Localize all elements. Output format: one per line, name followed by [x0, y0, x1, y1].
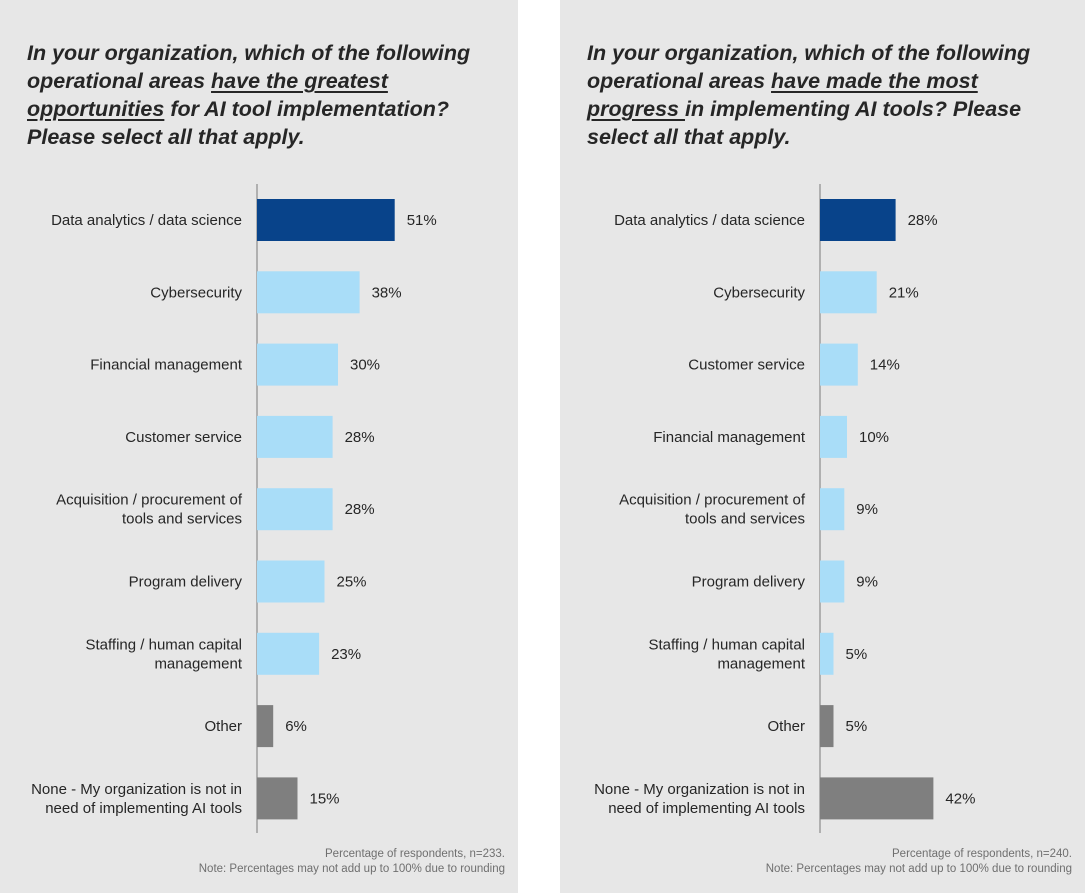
note-line-sample: Percentage of respondents, n=240.: [892, 848, 1072, 860]
bar: [257, 488, 333, 531]
category-label: None - My organization is not in need of …: [594, 781, 805, 817]
data-label: 23%: [331, 646, 361, 663]
category-label: Data analytics / data science: [614, 212, 805, 229]
data-label: 30%: [350, 357, 380, 374]
data-label: 28%: [908, 212, 938, 229]
category-label: Staffing / human capital management: [649, 636, 806, 672]
category-label: Cybersecurity: [150, 284, 242, 301]
data-label: 42%: [945, 790, 975, 807]
category-label: Other: [767, 718, 805, 735]
category-label: Other: [204, 718, 242, 735]
bar: [257, 415, 333, 458]
data-label: 21%: [889, 284, 919, 301]
data-label: 14%: [870, 357, 900, 374]
data-label: 5%: [846, 718, 868, 735]
data-label: 51%: [407, 212, 437, 229]
chart-note: Percentage of respondents, n=233. Note: …: [199, 847, 505, 876]
data-label: 5%: [846, 646, 868, 663]
chart-note: Percentage of respondents, n=240. Note: …: [766, 847, 1072, 876]
note-line-rounding: Note: Percentages may not add up to 100%…: [198, 862, 505, 875]
title-emphasis: have made the most progress: [587, 69, 978, 121]
category-label: Financial management: [653, 429, 806, 446]
chart-panel-progress: In your organization, which of the follo…: [560, 0, 1085, 893]
data-label: 6%: [285, 718, 307, 735]
bar: [820, 560, 845, 603]
category-label: Acquisition / procurement of tools and se…: [56, 492, 243, 528]
data-label: 9%: [856, 501, 878, 518]
note-line-rounding: Note: Percentages may not add up to 100%…: [765, 862, 1072, 875]
title-emphasis: have the greatest opportunities: [27, 69, 388, 121]
chart-title: In your organization, which of the follo…: [587, 39, 1067, 151]
bar: [257, 632, 320, 675]
chart-panel-opportunities: In your organization, which of the follo…: [0, 0, 518, 893]
bar: [257, 271, 360, 314]
note-line-sample: Percentage of respondents, n=233.: [325, 848, 505, 860]
bar-chart: 28% Data analytics / data science 21% Cyber…: [594, 184, 975, 833]
bar-chart: 51% Data analytics / data science 38% Cyber…: [31, 184, 437, 833]
category-label: Program delivery: [692, 574, 806, 591]
data-label: 9%: [856, 574, 878, 591]
bar: [820, 632, 834, 675]
bar: [820, 777, 934, 820]
bar: [820, 705, 834, 748]
data-label: 38%: [372, 284, 402, 301]
bar: [257, 560, 325, 603]
bar: [257, 343, 338, 386]
category-label: Data analytics / data science: [51, 212, 242, 229]
title-text: in implementing AI tools? Please select …: [587, 97, 1022, 149]
chart-title: In your organization, which of the follo…: [27, 39, 497, 151]
title-text: for AI tool implementation? Please selec…: [27, 97, 450, 149]
category-label: Program delivery: [129, 574, 243, 591]
category-label: Financial management: [90, 357, 243, 374]
category-label: None - My organization is not in need of …: [31, 781, 242, 817]
bar: [820, 415, 847, 458]
category-label: Cybersecurity: [713, 284, 805, 301]
data-label: 28%: [345, 429, 375, 446]
data-label: 25%: [337, 574, 367, 591]
bar: [257, 777, 298, 820]
title-text: In your organization, which of the follo…: [27, 41, 471, 93]
bar: [820, 271, 877, 314]
category-label: Customer service: [688, 357, 805, 374]
title-text: In your organization, which of the follo…: [587, 41, 1031, 93]
data-label: 15%: [310, 790, 340, 807]
data-label: 10%: [859, 429, 889, 446]
category-label: Staffing / human capital management: [86, 636, 243, 672]
bar: [257, 199, 395, 241]
bar: [820, 343, 858, 386]
data-label: 28%: [345, 501, 375, 518]
bar: [820, 488, 845, 531]
category-label: Acquisition / procurement of tools and se…: [619, 492, 806, 528]
bar: [820, 199, 896, 241]
bar: [257, 705, 274, 748]
category-label: Customer service: [125, 429, 242, 446]
